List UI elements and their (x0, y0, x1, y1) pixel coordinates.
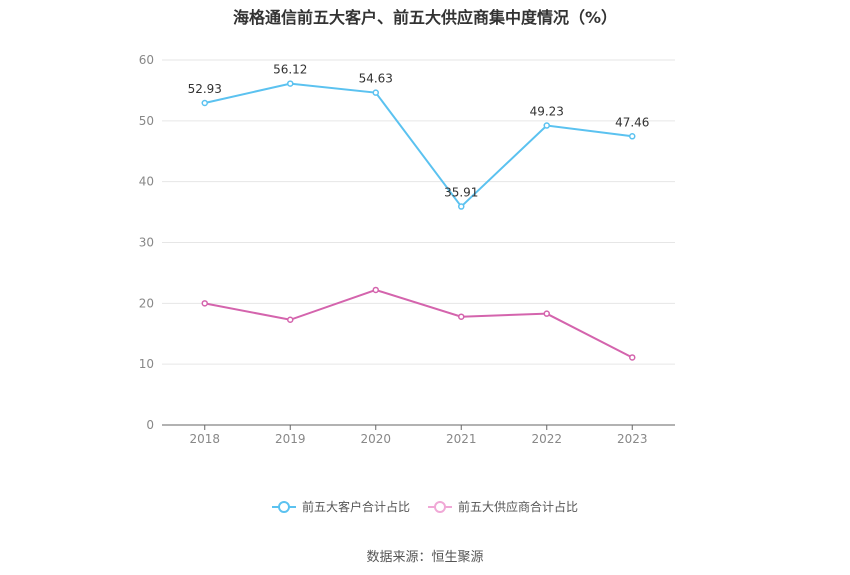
data-point (458, 313, 465, 320)
legend-item-customers[interactable]: 前五大客户合计占比 (271, 498, 410, 515)
x-tick-label: 2019 (275, 432, 306, 446)
y-tick-label: 60 (139, 53, 154, 67)
legend: 前五大客户合计占比 前五大供应商合计占比 (0, 498, 850, 515)
x-tick-label: 2023 (617, 432, 648, 446)
legend-item-suppliers[interactable]: 前五大供应商合计占比 (428, 498, 578, 515)
data-point (287, 316, 294, 324)
data-point (201, 300, 208, 307)
y-tick-label: 0 (146, 418, 154, 432)
data-label: 35.91 (444, 186, 478, 200)
data-point (458, 203, 465, 210)
y-tick-label: 50 (139, 114, 154, 128)
data-label: 47.46 (615, 115, 649, 129)
data-point (201, 99, 208, 107)
legend-marker-suppliers (428, 500, 452, 513)
data-label: 56.12 (273, 63, 307, 77)
source-note: 数据来源：恒生聚源 (366, 550, 484, 565)
data-point (372, 286, 379, 294)
x-tick-label: 2018 (189, 432, 220, 446)
data-point (543, 310, 550, 317)
y-tick-label: 40 (139, 175, 154, 189)
x-tick-label: 2022 (531, 432, 562, 446)
data-label: 52.93 (188, 82, 222, 96)
data-point (543, 122, 550, 129)
legend-marker-customers (271, 500, 296, 513)
y-tick-label: 20 (139, 296, 154, 310)
data-point (629, 354, 636, 361)
data-point (372, 89, 379, 96)
y-tick-label: 30 (139, 236, 154, 250)
data-point (287, 80, 294, 87)
legend-label-suppliers: 前五大供应商合计占比 (458, 500, 579, 514)
data-point (629, 133, 636, 140)
y-axis: 0 10 20 30 40 50 60 (139, 53, 154, 432)
x-axis: 2018 2019 2020 2021 2022 2023 (162, 424, 675, 446)
series-line-0 (204, 82, 633, 209)
series-group: 52.93 56.12 54.63 35.91 49.23 47.46 (188, 63, 649, 361)
y-tick-label: 10 (139, 357, 154, 371)
grid-lines (162, 59, 675, 365)
series-line-1 (204, 288, 633, 359)
data-label: 49.23 (530, 105, 564, 119)
data-label: 54.63 (359, 72, 393, 86)
x-tick-label: 2020 (360, 432, 391, 446)
chart-title: 海格通信前五大客户、前五大供应商集中度情况（%） (232, 8, 618, 27)
x-tick-label: 2021 (446, 432, 477, 446)
legend-label-customers: 前五大客户合计占比 (301, 500, 410, 514)
